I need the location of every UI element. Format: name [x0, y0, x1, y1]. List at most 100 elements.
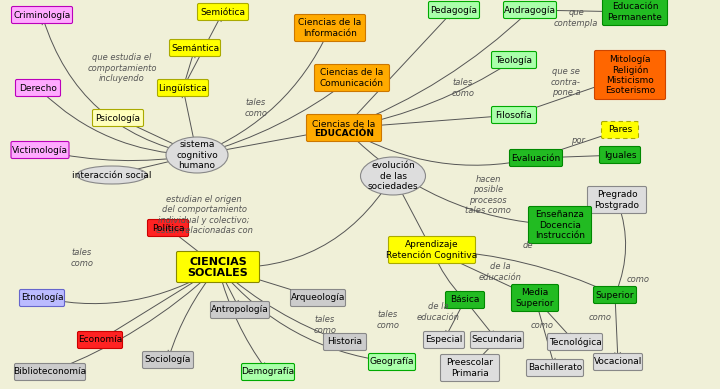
Ellipse shape — [166, 137, 228, 173]
Text: EDUCACIÓN: EDUCACIÓN — [314, 128, 374, 137]
Text: Educación
Permanente: Educación Permanente — [608, 2, 662, 22]
FancyBboxPatch shape — [92, 109, 143, 126]
Text: Aprendizaje
Retención Cognitiva: Aprendizaje Retención Cognitiva — [387, 240, 477, 260]
Text: SOCIALES: SOCIALES — [188, 268, 248, 278]
Text: Preescolar
Primaria: Preescolar Primaria — [446, 358, 493, 378]
FancyBboxPatch shape — [511, 284, 559, 312]
Text: de la
educación: de la educación — [479, 262, 521, 282]
Text: Etnología: Etnología — [21, 293, 63, 303]
FancyBboxPatch shape — [315, 65, 390, 91]
FancyBboxPatch shape — [588, 186, 647, 214]
Text: Ciencias de la: Ciencias de la — [312, 119, 376, 128]
Text: Psicología: Psicología — [96, 114, 140, 123]
Text: Andragogía: Andragogía — [504, 5, 556, 14]
FancyBboxPatch shape — [143, 352, 194, 368]
FancyBboxPatch shape — [593, 354, 642, 370]
Text: Arqueología: Arqueología — [291, 293, 345, 303]
FancyBboxPatch shape — [290, 289, 346, 307]
Text: tales
como: tales como — [71, 248, 94, 268]
Text: tales
como: tales como — [377, 310, 400, 330]
Ellipse shape — [77, 166, 147, 184]
Text: de: de — [523, 240, 534, 249]
Text: Vocacional: Vocacional — [594, 357, 642, 366]
Text: Semántica: Semántica — [171, 44, 219, 53]
FancyBboxPatch shape — [441, 354, 500, 382]
FancyBboxPatch shape — [446, 291, 485, 308]
FancyBboxPatch shape — [470, 331, 523, 349]
Text: tales
como: tales como — [245, 98, 268, 118]
Text: Media
Superior: Media Superior — [516, 288, 554, 308]
FancyBboxPatch shape — [595, 51, 665, 100]
Text: hacen
posible
procesos
tales como: hacen posible procesos tales como — [465, 175, 511, 215]
FancyBboxPatch shape — [158, 79, 209, 96]
Text: interacción social: interacción social — [72, 170, 152, 179]
FancyBboxPatch shape — [323, 333, 366, 350]
FancyBboxPatch shape — [78, 331, 122, 349]
Text: Iguales: Iguales — [604, 151, 636, 159]
Text: Semiótica: Semiótica — [200, 7, 246, 16]
Text: por: por — [571, 135, 585, 144]
FancyBboxPatch shape — [197, 4, 248, 21]
Text: Pregrado
Postgrado: Pregrado Postgrado — [595, 190, 639, 210]
FancyBboxPatch shape — [601, 121, 639, 138]
FancyBboxPatch shape — [176, 252, 259, 282]
Text: Economía: Economía — [78, 335, 122, 345]
FancyBboxPatch shape — [14, 363, 86, 380]
Text: Secundaria: Secundaria — [472, 335, 523, 345]
FancyBboxPatch shape — [241, 363, 294, 380]
Text: Derecho: Derecho — [19, 84, 57, 93]
Text: Política: Política — [152, 224, 184, 233]
Text: Criminología: Criminología — [14, 11, 71, 19]
FancyBboxPatch shape — [19, 289, 65, 307]
FancyBboxPatch shape — [307, 114, 382, 142]
Text: Ciencias de la
Información: Ciencias de la Información — [298, 18, 361, 38]
FancyBboxPatch shape — [169, 40, 220, 56]
Text: Mitología
Religión
Misticismo
Esoterismo: Mitología Religión Misticismo Esoterismo — [605, 54, 655, 95]
Text: como: como — [588, 314, 611, 322]
Ellipse shape — [361, 157, 426, 195]
FancyBboxPatch shape — [423, 331, 464, 349]
Text: Teología: Teología — [495, 56, 533, 65]
Text: estudian el origen
del comportamiento
individual y colectivo;
están relacionadas: estudian el origen del comportamiento in… — [156, 195, 253, 235]
FancyBboxPatch shape — [210, 301, 269, 319]
Text: Evaluación: Evaluación — [511, 154, 561, 163]
Text: que estudia el
comportamiento
incluyendo: que estudia el comportamiento incluyendo — [87, 53, 157, 83]
FancyBboxPatch shape — [294, 14, 366, 42]
FancyBboxPatch shape — [369, 354, 415, 370]
FancyBboxPatch shape — [16, 79, 60, 96]
Text: Superior: Superior — [595, 291, 634, 300]
FancyBboxPatch shape — [603, 0, 667, 26]
FancyBboxPatch shape — [428, 2, 480, 19]
Text: Historia: Historia — [328, 338, 362, 347]
Text: Enseñanza
Docencia
Instrucción: Enseñanza Docencia Instrucción — [535, 210, 585, 240]
Text: CIENCIAS: CIENCIAS — [189, 257, 247, 267]
Text: como: como — [531, 321, 554, 329]
Text: que se
contra-
pone a: que se contra- pone a — [551, 67, 581, 97]
FancyBboxPatch shape — [547, 333, 603, 350]
FancyBboxPatch shape — [526, 359, 583, 377]
Text: Biblioteconomía: Biblioteconomía — [14, 368, 86, 377]
Text: de la
educación: de la educación — [417, 302, 459, 322]
Text: Pedagogía: Pedagogía — [431, 5, 477, 14]
Text: Demografía: Demografía — [241, 368, 294, 377]
FancyBboxPatch shape — [503, 2, 557, 19]
Text: tales
como: tales como — [451, 78, 474, 98]
Text: como: como — [626, 275, 649, 284]
FancyBboxPatch shape — [12, 7, 73, 23]
FancyBboxPatch shape — [510, 149, 562, 166]
FancyBboxPatch shape — [148, 219, 189, 237]
Text: Geografía: Geografía — [370, 357, 414, 366]
FancyBboxPatch shape — [600, 147, 641, 163]
FancyBboxPatch shape — [11, 142, 69, 158]
Text: Tecnológica: Tecnológica — [549, 337, 601, 347]
Text: sistema
cognitivo
humano: sistema cognitivo humano — [176, 140, 218, 170]
Text: tales
como: tales como — [313, 315, 336, 335]
Text: Antropología: Antropología — [211, 305, 269, 314]
FancyBboxPatch shape — [492, 51, 536, 68]
Text: Básica: Básica — [450, 296, 480, 305]
FancyBboxPatch shape — [389, 237, 475, 263]
FancyBboxPatch shape — [492, 107, 536, 123]
Text: Bachillerato: Bachillerato — [528, 363, 582, 373]
Text: Lingüística: Lingüística — [158, 84, 207, 93]
Text: Victimología: Victimología — [12, 145, 68, 154]
